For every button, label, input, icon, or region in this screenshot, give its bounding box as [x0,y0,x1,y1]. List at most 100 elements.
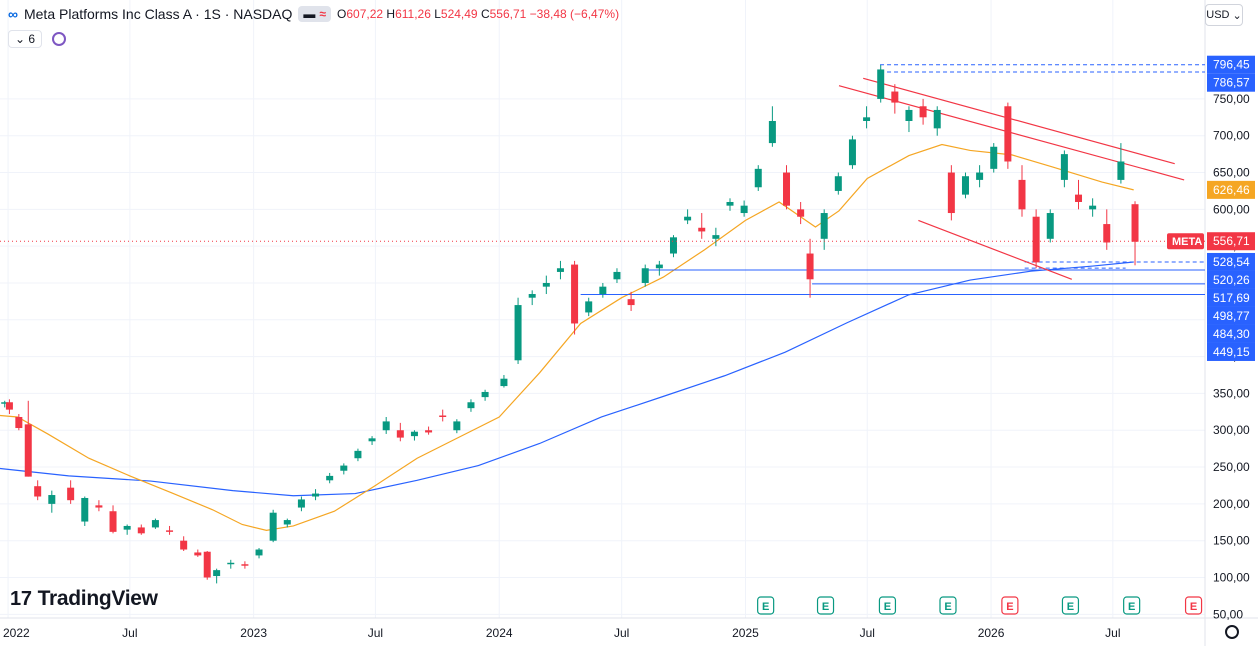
candle-body [797,209,805,217]
chevron-down-icon: ⌄ [15,32,26,46]
earnings-marker-label: E [884,601,891,613]
tradingview-mark-icon: 17 [10,587,32,610]
currency-button[interactable]: USD ⌄ [1205,4,1243,26]
candle-body [1004,106,1012,162]
candle-body [783,172,791,206]
candle-body [312,493,320,497]
candle-body [613,271,621,280]
candle-body [213,570,221,577]
candle-body [382,421,390,431]
candle-body [137,527,145,534]
price-label-tag [1207,252,1255,271]
candle-body [571,264,579,324]
price-label-tag [1207,324,1255,343]
minus-icon: ▬ [303,7,316,21]
x-tick-label: 2024 [486,626,513,640]
sma-fast-line [0,143,1134,531]
candle-body [1032,216,1040,263]
x-tick-label: Jul [614,626,629,640]
earnings-marker [878,596,897,615]
symbol-tag-label: META [1172,236,1202,248]
candle-body [151,520,159,528]
earnings-marker-label: E [1128,601,1135,613]
candle-body [340,465,348,471]
chart-style-pill[interactable]: ▬ ≈ [298,6,331,22]
change-value: −38,48 (−6,47%) [529,7,620,21]
symbol-header: ∞ Meta Platforms Inc Class A · 1S · NASD… [8,4,619,24]
y-tick-label: 250,00 [1213,460,1250,474]
chevron-down-icon: ⌄ [1232,9,1242,22]
candle-body [848,139,856,166]
sma-slow-line [0,261,1134,497]
x-tick-label: Jul [1105,626,1120,640]
earnings-marker [1001,596,1019,615]
price-label-tag [1207,288,1255,307]
tradingview-logo[interactable]: 17 TradingView [10,587,158,610]
price-label: 517,69 [1213,291,1250,305]
candle-body [354,450,362,459]
candle-body [669,237,677,254]
candle-body [684,216,692,221]
price-label-tag [1207,55,1255,74]
settings-gear-icon[interactable] [1225,625,1239,639]
indicator-row: ⌄ 6 [8,30,67,48]
candle-body [919,106,927,118]
candle-body [820,213,828,239]
candle-body [180,540,188,550]
meta-infinity-icon: ∞ [8,6,18,22]
price-label: 786,57 [1213,76,1250,90]
candle-body [556,268,564,272]
price-label: 796,45 [1213,58,1250,72]
candle-body [585,301,593,313]
candle-body [425,430,433,433]
candle-body [396,430,404,438]
candle-body [481,391,489,398]
candle-body [24,424,32,477]
y-tick-label: 700,00 [1213,129,1250,143]
price-label-tag [1207,306,1255,325]
candle-body [599,286,607,295]
price-label: 498,77 [1213,309,1250,323]
earnings-marker [1123,596,1141,615]
candle-body [109,511,117,532]
price-label-tag [1207,342,1255,361]
price-label: 484,30 [1213,327,1250,341]
candle-body [34,486,42,497]
candle-body [166,530,174,532]
y-tick-label: 350,00 [1213,386,1250,400]
symbol-title[interactable]: Meta Platforms Inc Class A · 1S · NASDAQ [23,6,293,22]
candle-body [1117,161,1125,180]
price-label: 520,26 [1213,273,1250,287]
candle-body [1103,224,1111,243]
trendline [863,77,1175,165]
x-tick-label: Jul [860,626,875,640]
candle-body [15,416,23,429]
earnings-marker-label: E [1190,601,1197,613]
x-tick-label: Jul [122,626,137,640]
candle-body [514,305,522,361]
candle-body [48,495,56,504]
candle-body [877,69,885,99]
candle-body [95,505,103,508]
candle-body [641,268,649,283]
candle-body [467,402,475,409]
refresh-icon[interactable] [52,32,67,46]
indicators-toggle[interactable]: ⌄ 6 [8,30,43,48]
candle-body [453,421,461,431]
candle-body [891,91,899,103]
y-tick-label: 150,00 [1213,534,1250,548]
earnings-marker-label: E [944,601,951,613]
x-tick-label: 2022 [3,626,30,640]
price-label: 626,46 [1213,183,1250,197]
candle-body [1,402,9,404]
earnings-marker [1061,596,1080,615]
candle-body [933,109,941,129]
candle-body [627,299,635,306]
candle-body [269,512,277,541]
ohlc-readout: O607,22 H611,26 L524,49 C556,71 −38,48 (… [337,7,620,21]
candle-body [834,176,842,191]
candle-body [410,431,418,437]
candle-body [297,499,305,508]
y-tick-label: 300,00 [1213,423,1250,437]
